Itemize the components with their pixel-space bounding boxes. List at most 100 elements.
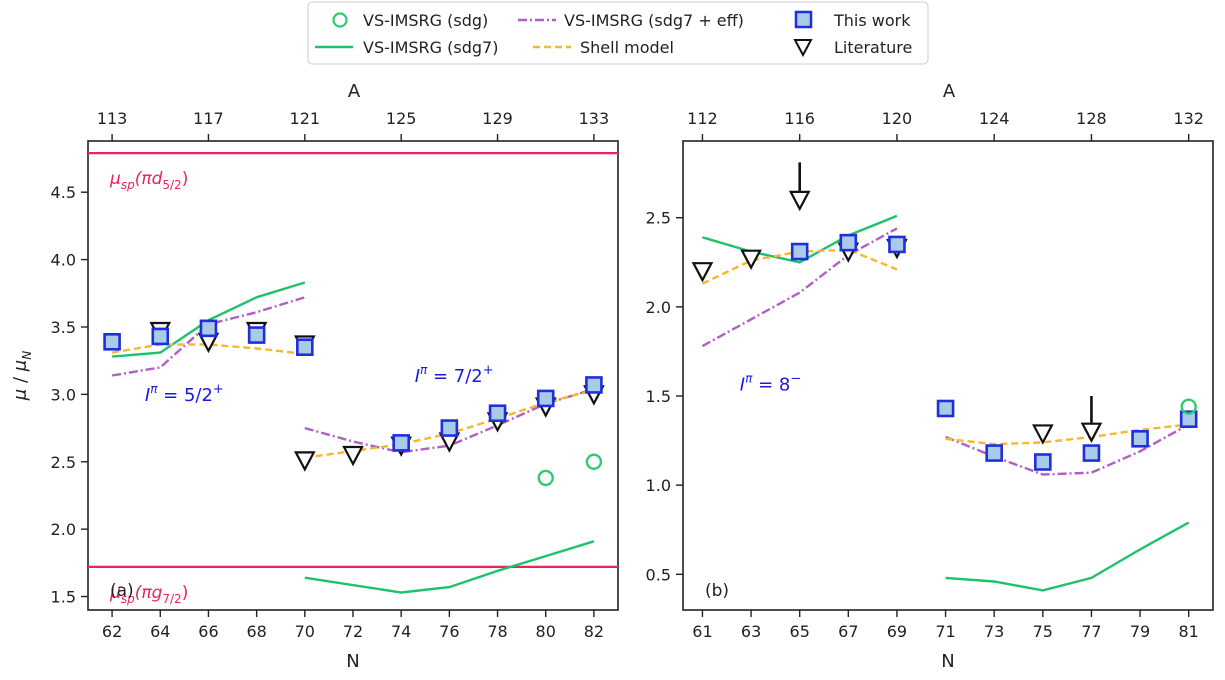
legend-item-sdg: VS-IMSRG (sdg)	[332, 11, 488, 30]
y-tick-label-a: 1.5	[51, 588, 76, 607]
y-tick-label-a: 3.0	[51, 385, 76, 404]
y-axis-label-a: μ / μN	[10, 351, 34, 401]
x-tick-label-a: 76	[439, 622, 459, 641]
legend: VS-IMSRG (sdg) VS-IMSRG (sdg7 + eff) Thi…	[307, 1, 929, 65]
series-shell-line-b-5	[945, 423, 1189, 446]
legend-sdg-label: VS-IMSRG (sdg)	[363, 11, 488, 30]
y-tick-label-a: 2.0	[51, 520, 76, 539]
x-tick-label-b: 79	[1130, 622, 1150, 641]
y-tick-label-a: 2.5	[51, 453, 76, 472]
top-axis-label-b: A	[943, 81, 956, 102]
plot-frame-b	[682, 140, 1214, 611]
legend-sdg-marker	[332, 12, 348, 28]
series-sdg7-line-b-1	[945, 521, 1190, 592]
sp-label-1: μsp(πg7/2)	[109, 583, 188, 606]
x-tick-label-a: 78	[487, 622, 507, 641]
x-axis-label-b: N	[941, 651, 954, 672]
this-work-point	[488, 404, 507, 423]
x-tick-label-b: 81	[1179, 622, 1199, 641]
top-tick-label-b: 132	[1173, 109, 1204, 128]
x-tick-label-a: 64	[150, 622, 170, 641]
legend-shell-label: Shell model	[580, 38, 674, 57]
y-tick-label-b: 0.5	[646, 565, 671, 584]
this-work-point	[103, 333, 121, 351]
sdg-point	[1180, 398, 1197, 415]
literature-point	[691, 262, 714, 283]
legend-work-label: This work	[833, 11, 911, 30]
legend-literature-marker	[793, 39, 813, 58]
top-axis-label-a: A	[348, 81, 361, 102]
literature-point	[342, 445, 364, 467]
x-axis-label-a: N	[346, 651, 359, 672]
this-work-point	[247, 326, 266, 344]
top-tick-label-a: 129	[482, 109, 513, 128]
y-tick-label-b: 1.5	[646, 387, 671, 406]
this-work-point	[392, 434, 410, 452]
literature-point	[293, 451, 316, 472]
literature-point	[788, 190, 811, 212]
legend-item-shell: Shell model	[533, 38, 674, 57]
x-tick-label-a: 68	[246, 622, 266, 641]
x-tick-label-b: 61	[692, 622, 712, 641]
this-work-point	[536, 389, 555, 408]
sdg-point	[585, 453, 603, 470]
x-tick-label-b: 75	[1033, 622, 1053, 641]
top-tick-label-b: 120	[882, 109, 913, 128]
x-tick-label-b: 69	[887, 622, 907, 641]
legend-frame	[307, 1, 929, 65]
legend-item-work: This work	[794, 10, 911, 30]
x-tick-label-a: 62	[102, 622, 122, 641]
legend-item-eff: VS-IMSRG (sdg7 + eff)	[518, 11, 744, 30]
y-tick-label-a: 3.5	[51, 318, 76, 337]
this-work-point	[839, 233, 858, 252]
top-tick-label-a: 125	[386, 109, 417, 128]
x-tick-label-a: 80	[536, 622, 556, 641]
y-tick-label-b: 2.5	[646, 209, 671, 228]
panel-label-a: (a)	[110, 581, 134, 601]
y-axis-label-group-a: μ / μN	[10, 351, 34, 401]
series-sdg7-line-b-0	[702, 214, 898, 264]
top-tick-label-b: 128	[1076, 109, 1107, 128]
spin-parity-label-b-0: Iπ = 8−	[740, 372, 801, 396]
this-work-point	[790, 242, 809, 261]
legend-sdg7-label: VS-IMSRG (sdg7)	[363, 38, 498, 57]
legend-item-sdg7: VS-IMSRG (sdg7)	[315, 38, 498, 57]
this-work-point	[1034, 453, 1052, 471]
x-tick-label-a: 82	[584, 622, 604, 641]
y-tick-label-b: 2.0	[646, 298, 671, 317]
sdg-point	[537, 469, 554, 487]
this-work-point	[1179, 410, 1198, 428]
x-tick-label-b: 73	[984, 622, 1004, 641]
this-work-point	[585, 376, 603, 394]
spin-parity-label-a-1: Iπ = 7/2+	[415, 363, 494, 387]
top-tick-label-b: 112	[687, 109, 718, 128]
this-work-point	[888, 235, 906, 254]
legend-item-literature: Literature	[793, 38, 912, 58]
this-work-point	[199, 319, 218, 338]
y-tick-label-a: 4.0	[51, 251, 76, 270]
series-sdg7-line-a-1	[304, 540, 595, 594]
this-work-point	[1131, 430, 1149, 448]
legend-eff-label: VS-IMSRG (sdg7 + eff)	[564, 11, 744, 30]
top-tick-label-a: 121	[290, 109, 321, 128]
x-tick-label-a: 72	[343, 622, 363, 641]
sp-label-0: μsp(πd5/2)	[109, 169, 188, 192]
y-tick-label-b: 1.0	[646, 476, 671, 495]
x-tick-label-b: 77	[1081, 622, 1101, 641]
literature-point	[740, 249, 762, 271]
legend-literature-label: Literature	[834, 38, 912, 57]
this-work-point	[936, 399, 955, 418]
series-eff-line-b-3	[945, 423, 1190, 476]
literature-point	[1080, 422, 1103, 444]
this-work-point	[985, 444, 1003, 462]
this-work-point	[296, 338, 314, 356]
x-tick-label-b: 65	[790, 622, 810, 641]
x-tick-label-a: 74	[391, 622, 411, 641]
x-tick-label-b: 71	[935, 622, 955, 641]
top-tick-label-a: 133	[579, 109, 610, 128]
x-tick-label-b: 63	[741, 622, 761, 641]
y-tick-label-a: 4.5	[51, 183, 76, 202]
top-tick-label-b: 124	[979, 109, 1010, 128]
x-tick-label-a: 66	[198, 622, 218, 641]
